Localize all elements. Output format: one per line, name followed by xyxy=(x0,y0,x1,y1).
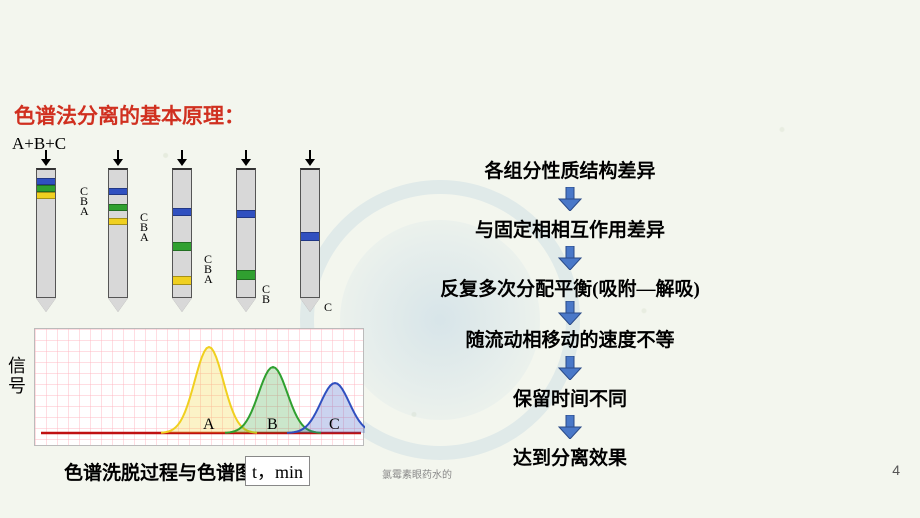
concept-step-3: 反复多次分配平衡(吸附—解吸) xyxy=(360,274,780,301)
input-arrow-icon xyxy=(39,150,53,166)
input-arrow-icon xyxy=(175,150,189,166)
y-axis-label: 信号 xyxy=(8,356,28,396)
columns-diagram: CBA CBA CBA CB C xyxy=(14,150,354,330)
band xyxy=(173,242,191,251)
column-band-labels: CB xyxy=(262,284,270,304)
band xyxy=(37,178,55,185)
column-body xyxy=(108,168,128,298)
column-1 xyxy=(36,150,56,312)
concept-step-2: 与固定相相互作用差异 xyxy=(360,215,780,242)
band xyxy=(37,192,55,199)
x-axis-unit: t，min xyxy=(245,456,310,486)
column-body xyxy=(172,168,192,298)
flow-arrow-icon xyxy=(555,301,585,325)
peak-label: C xyxy=(329,416,340,433)
column-tip xyxy=(108,298,128,312)
concept-flow: 各组分性质结构差异 与固定相相互作用差异 反复多次分配平衡(吸附—解吸) 随流动… xyxy=(360,156,780,470)
column-band-labels: CBA xyxy=(80,186,89,216)
flow-arrow-icon xyxy=(555,356,585,380)
band xyxy=(173,208,191,216)
footer-text: 氯霉素眼药水的 xyxy=(382,466,452,481)
band xyxy=(37,185,55,192)
band xyxy=(109,204,127,211)
concept-step-5: 保留时间不同 xyxy=(360,384,780,411)
column-tip xyxy=(36,298,56,312)
band xyxy=(173,276,191,285)
column-4 xyxy=(236,150,256,312)
column-3 xyxy=(172,150,192,312)
chart-caption: 色谱洗脱过程与色谱图 xyxy=(64,458,254,485)
column-tip xyxy=(300,298,320,312)
column-band-labels: CBA xyxy=(140,212,149,242)
column-2 xyxy=(108,150,128,312)
flow-arrow-icon xyxy=(555,246,585,270)
flow-arrow-icon xyxy=(555,415,585,439)
band xyxy=(109,188,127,195)
input-arrow-icon xyxy=(239,150,253,166)
band xyxy=(109,218,127,225)
input-arrow-icon xyxy=(111,150,125,166)
peak-label: A xyxy=(203,416,215,433)
concept-step-1: 各组分性质结构差异 xyxy=(360,156,780,183)
flow-arrow-icon xyxy=(555,187,585,211)
column-tip xyxy=(236,298,256,312)
input-arrow-icon xyxy=(303,150,317,166)
chromatogram-chart: A B C xyxy=(34,328,364,446)
column-band-labels: CBA xyxy=(204,254,213,284)
column-band-labels: C xyxy=(324,302,332,312)
peak-label: B xyxy=(267,416,278,433)
band xyxy=(237,270,255,280)
column-5 xyxy=(300,150,320,312)
column-body xyxy=(36,168,56,298)
page-number: 4 xyxy=(892,462,900,478)
band xyxy=(237,210,255,218)
slide-title: 色谱法分离的基本原理： xyxy=(14,100,245,130)
column-body xyxy=(236,168,256,298)
column-tip xyxy=(172,298,192,312)
concept-step-4: 随流动相移动的速度不等 xyxy=(360,325,780,352)
chromatogram-svg: A B C xyxy=(35,329,365,447)
band xyxy=(301,232,319,241)
column-body xyxy=(300,168,320,298)
